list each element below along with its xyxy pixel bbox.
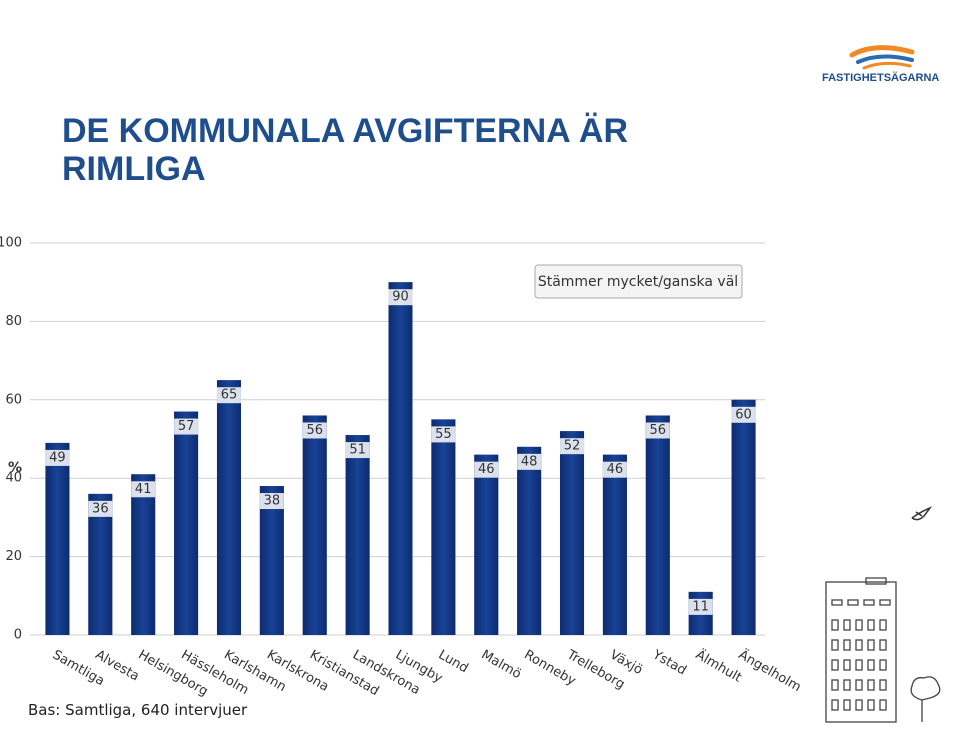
value-label-bg: [345, 442, 370, 459]
value-label-bg: [560, 438, 585, 455]
value-label-bg: [259, 493, 284, 510]
value-label: 90: [392, 290, 409, 305]
value-label: 38: [264, 494, 281, 509]
value-label-bg: [216, 387, 241, 404]
bar-sheen: [45, 442, 70, 635]
bar-sheen: [174, 411, 199, 635]
footnote: Bas: Samtliga, 640 intervjuer: [28, 701, 248, 719]
value-label: 36: [92, 501, 109, 516]
logo-mark: [849, 45, 915, 70]
value-label: 48: [521, 454, 538, 469]
value-label: 51: [349, 443, 366, 458]
bar-sheen: [216, 380, 241, 635]
value-label-bg: [731, 406, 756, 423]
y-tick-label: 100: [0, 236, 22, 251]
bar-sheen: [474, 454, 499, 635]
bar-sheen: [259, 486, 284, 635]
value-label: 49: [49, 450, 66, 465]
value-label: 56: [650, 423, 667, 438]
value-label: 57: [178, 419, 195, 434]
bar-sheen: [517, 446, 542, 635]
bar-sheen: [731, 399, 756, 635]
value-label-bg: [474, 461, 499, 478]
value-label: 11: [692, 599, 709, 614]
bar-sheen: [88, 493, 113, 635]
x-tick-label: Ängelholm: [736, 647, 804, 696]
value-label: 52: [564, 439, 581, 454]
bar-sheen: [131, 474, 156, 635]
value-label: 60: [735, 407, 752, 422]
value-label: 55: [435, 427, 452, 442]
legend-box: [534, 264, 743, 299]
y-tick-label: 40: [5, 471, 22, 486]
x-tick-label: Älmhult: [693, 647, 745, 686]
value-label-bg: [431, 426, 456, 443]
bar-sheen: [602, 454, 627, 635]
bar-sheen: [645, 415, 670, 635]
value-label-bg: [602, 461, 627, 478]
value-label-bg: [45, 449, 70, 466]
value-label-bg: [88, 500, 113, 517]
x-tick-label: Ystad: [649, 647, 689, 679]
bar-sheen: [302, 415, 327, 635]
value-label-bg: [302, 422, 327, 439]
value-label: 41: [135, 482, 152, 497]
value-label-bg: [174, 418, 199, 435]
value-label: 46: [478, 462, 495, 477]
value-label: 56: [306, 423, 323, 438]
brand-name: FASTIGHETSÄGARNA: [822, 72, 940, 84]
building-illustration: [825, 577, 941, 723]
value-label-bg: [688, 598, 713, 615]
value-label: 65: [221, 388, 238, 403]
value-label-bg: [517, 453, 542, 470]
value-label: 46: [607, 462, 624, 477]
value-label-bg: [131, 481, 156, 498]
value-label-bg: [645, 422, 670, 439]
y-axis-label: %: [8, 460, 22, 476]
y-tick-label: 20: [5, 549, 22, 564]
bar-sheen: [431, 419, 456, 635]
bar-sheen: [560, 431, 585, 635]
legend-label: Stämmer mycket/ganska väl: [538, 274, 738, 290]
x-tick-label: Malmö: [479, 648, 524, 683]
y-tick-label: 60: [5, 392, 22, 407]
title: DE KOMMUNALA AVGIFTERNA ÄR RIMLIGA: [62, 112, 628, 188]
y-tick-label: 80: [5, 314, 22, 329]
y-tick-label: 0: [14, 628, 22, 643]
value-label-bg: [388, 289, 413, 306]
bar-sheen: [345, 435, 370, 635]
bar-sheen: [388, 282, 413, 635]
bird-icon: [911, 506, 933, 521]
